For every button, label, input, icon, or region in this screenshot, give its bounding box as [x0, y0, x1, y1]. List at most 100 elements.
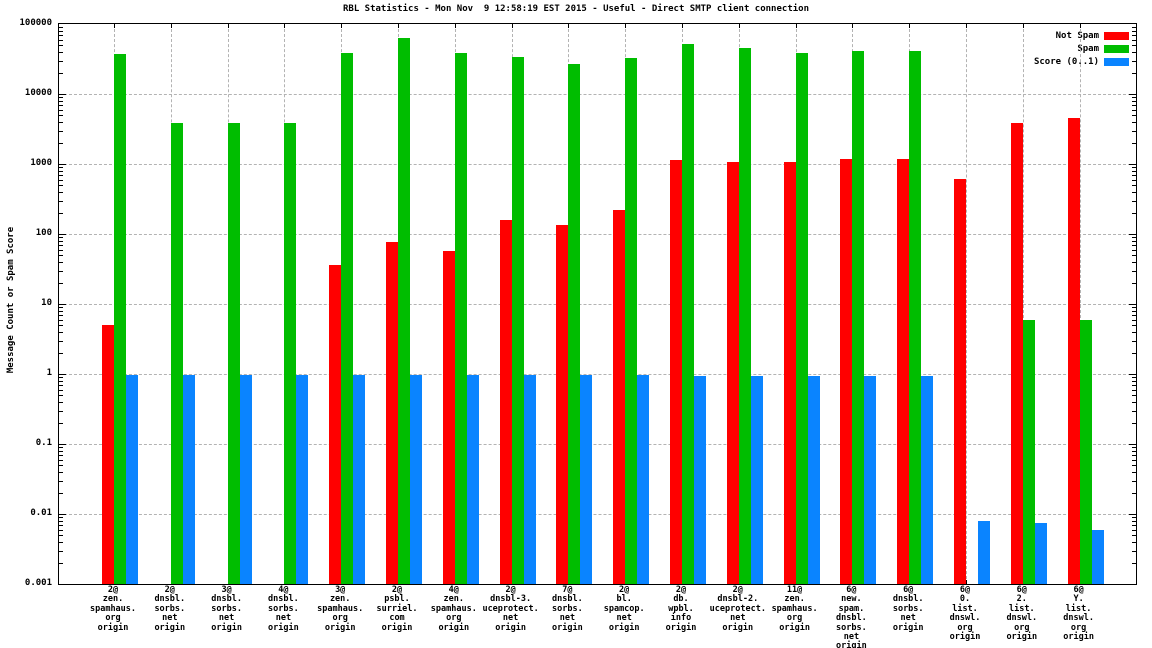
y-tick-mark-major: [59, 444, 66, 445]
y-tick-mark-minor: [59, 249, 63, 251]
y-tick-mark-minor: [59, 520, 63, 522]
y-tick-mark-major: [59, 164, 66, 165]
y-tick-label: 10: [41, 298, 52, 308]
bar-score-0-1-: [921, 375, 934, 584]
y-tick-mark-minor: [59, 97, 63, 99]
y-tick-mark-minor: [59, 45, 63, 47]
y-tick-mark-minor: [1132, 97, 1136, 99]
bar-spam: [1022, 319, 1035, 584]
y-tick-mark-minor: [1132, 471, 1136, 473]
y-tick-mark-minor: [59, 384, 63, 386]
x-tick-label: 3@ zen. spamhaus. org origin: [317, 585, 364, 633]
y-tick-mark-minor: [1132, 60, 1136, 62]
x-tick-mark: [966, 24, 967, 28]
y-tick-mark-minor: [59, 550, 63, 552]
bar-spam: [227, 122, 240, 584]
y-tick-mark-minor: [1132, 352, 1136, 354]
y-tick-mark-minor: [59, 401, 63, 403]
x-tick-label: 2@ dnsbl-2. uceprotect. net origin: [709, 585, 766, 633]
bar-score-0-1-: [978, 520, 990, 584]
y-tick-mark-minor: [1132, 422, 1136, 424]
y-tick-mark-minor: [59, 331, 63, 333]
y-tick-mark-minor: [1132, 550, 1136, 552]
x-tick-mark: [227, 24, 229, 28]
y-tick-mark-minor: [1132, 185, 1136, 187]
y-tick-mark-minor: [1132, 249, 1136, 251]
bar-not-spam: [499, 220, 512, 584]
y-tick-mark-minor: [59, 314, 63, 316]
y-tick-mark-minor: [59, 200, 63, 202]
y-tick-mark-minor: [1132, 121, 1136, 123]
bar-spam: [625, 57, 638, 584]
y-tick-mark-minor: [1132, 380, 1136, 382]
bar-spam: [738, 48, 751, 584]
x-tick-label: 4@ zen. spamhaus. org origin: [430, 585, 477, 633]
y-tick-mark-minor: [1132, 240, 1136, 242]
y-tick-mark-minor: [59, 244, 63, 246]
legend-swatch: [1104, 57, 1129, 66]
y-tick-mark-minor: [59, 104, 63, 106]
x-tick-label: 2@ dnsbl. sorbs. net origin: [154, 585, 186, 633]
y-tick-mark-minor: [59, 352, 63, 354]
y-tick-label: 0.01: [30, 508, 52, 518]
y-tick-mark-minor: [1132, 447, 1136, 449]
bar-not-spam: [386, 241, 398, 584]
bar-score-0-1-: [637, 374, 650, 584]
bar-score-0-1-: [864, 375, 877, 584]
y-tick-mark-minor: [59, 130, 63, 132]
y-tick-mark-minor: [59, 529, 63, 531]
y-tick-mark-minor: [1132, 562, 1136, 564]
y-tick-mark-minor: [1132, 100, 1136, 102]
y-tick-mark-minor: [59, 492, 63, 494]
x-tick-label: 4@ dnsbl. sorbs. net origin: [268, 585, 299, 633]
y-tick-mark-major: [1129, 304, 1136, 305]
bar-score-0-1-: [1034, 522, 1047, 584]
y-tick-mark-minor: [1132, 325, 1136, 327]
x-tick-label: 2@ dnsbl-3. uceprotect. net origin: [482, 585, 539, 633]
y-tick-mark-minor: [59, 422, 63, 424]
y-tick-mark-minor: [1132, 389, 1136, 391]
y-tick-mark-minor: [59, 480, 63, 482]
y-tick-mark-minor: [59, 389, 63, 391]
y-tick-mark-minor: [1132, 384, 1136, 386]
x-tick-label: 2@ zen. spamhaus. org origin: [89, 585, 137, 633]
y-tick-mark-minor: [1132, 377, 1136, 379]
x-tick-label: 6@ dnsbl. sorbs. net origin: [892, 585, 924, 633]
x-tick-label: 6@ new. spam. dnsbl. sorbs. net origin: [836, 585, 867, 648]
gridline-horizontal: [59, 514, 1136, 515]
bar-not-spam: [726, 161, 739, 584]
bar-spam: [398, 38, 410, 584]
bar-spam: [852, 51, 865, 584]
y-tick-mark-minor: [1132, 244, 1136, 246]
y-tick-mark-minor: [1132, 541, 1136, 543]
gridline-horizontal: [59, 304, 1136, 305]
gridline-horizontal: [59, 94, 1136, 95]
y-tick-mark-minor: [1132, 212, 1136, 214]
y-tick-mark-minor: [59, 115, 63, 117]
y-tick-mark-minor: [59, 39, 63, 41]
x-tick-mark: [454, 24, 456, 28]
x-tick-mark: [511, 24, 513, 28]
bar-spam: [341, 53, 354, 584]
gridline-horizontal: [59, 444, 1136, 445]
y-tick-mark-minor: [1132, 30, 1136, 32]
y-tick-mark-minor: [59, 34, 63, 36]
x-tick-label: 11@ zen. spamhaus. org origin: [771, 585, 818, 633]
y-tick-mark-minor: [59, 465, 63, 467]
y-tick-label: 10000: [24, 88, 52, 98]
x-tick-mark: [682, 24, 683, 28]
bar-spam: [1079, 319, 1092, 584]
y-tick-mark-minor: [59, 30, 63, 32]
y-tick-mark-minor: [59, 51, 63, 53]
y-tick-mark-minor: [1132, 167, 1136, 169]
x-tick-label: 2@ db. wpbl. info origin: [665, 585, 697, 633]
y-tick-mark-minor: [59, 541, 63, 543]
gridline-horizontal: [59, 164, 1136, 165]
y-tick-mark-minor: [1132, 282, 1136, 284]
legend-label: Not Spam: [1055, 30, 1099, 41]
y-tick-mark-minor: [1132, 319, 1136, 321]
x-tick-mark: [114, 24, 115, 28]
y-tick-mark-minor: [59, 109, 63, 111]
y-tick-mark-minor: [1132, 174, 1136, 176]
x-tick-mark: [284, 24, 286, 28]
